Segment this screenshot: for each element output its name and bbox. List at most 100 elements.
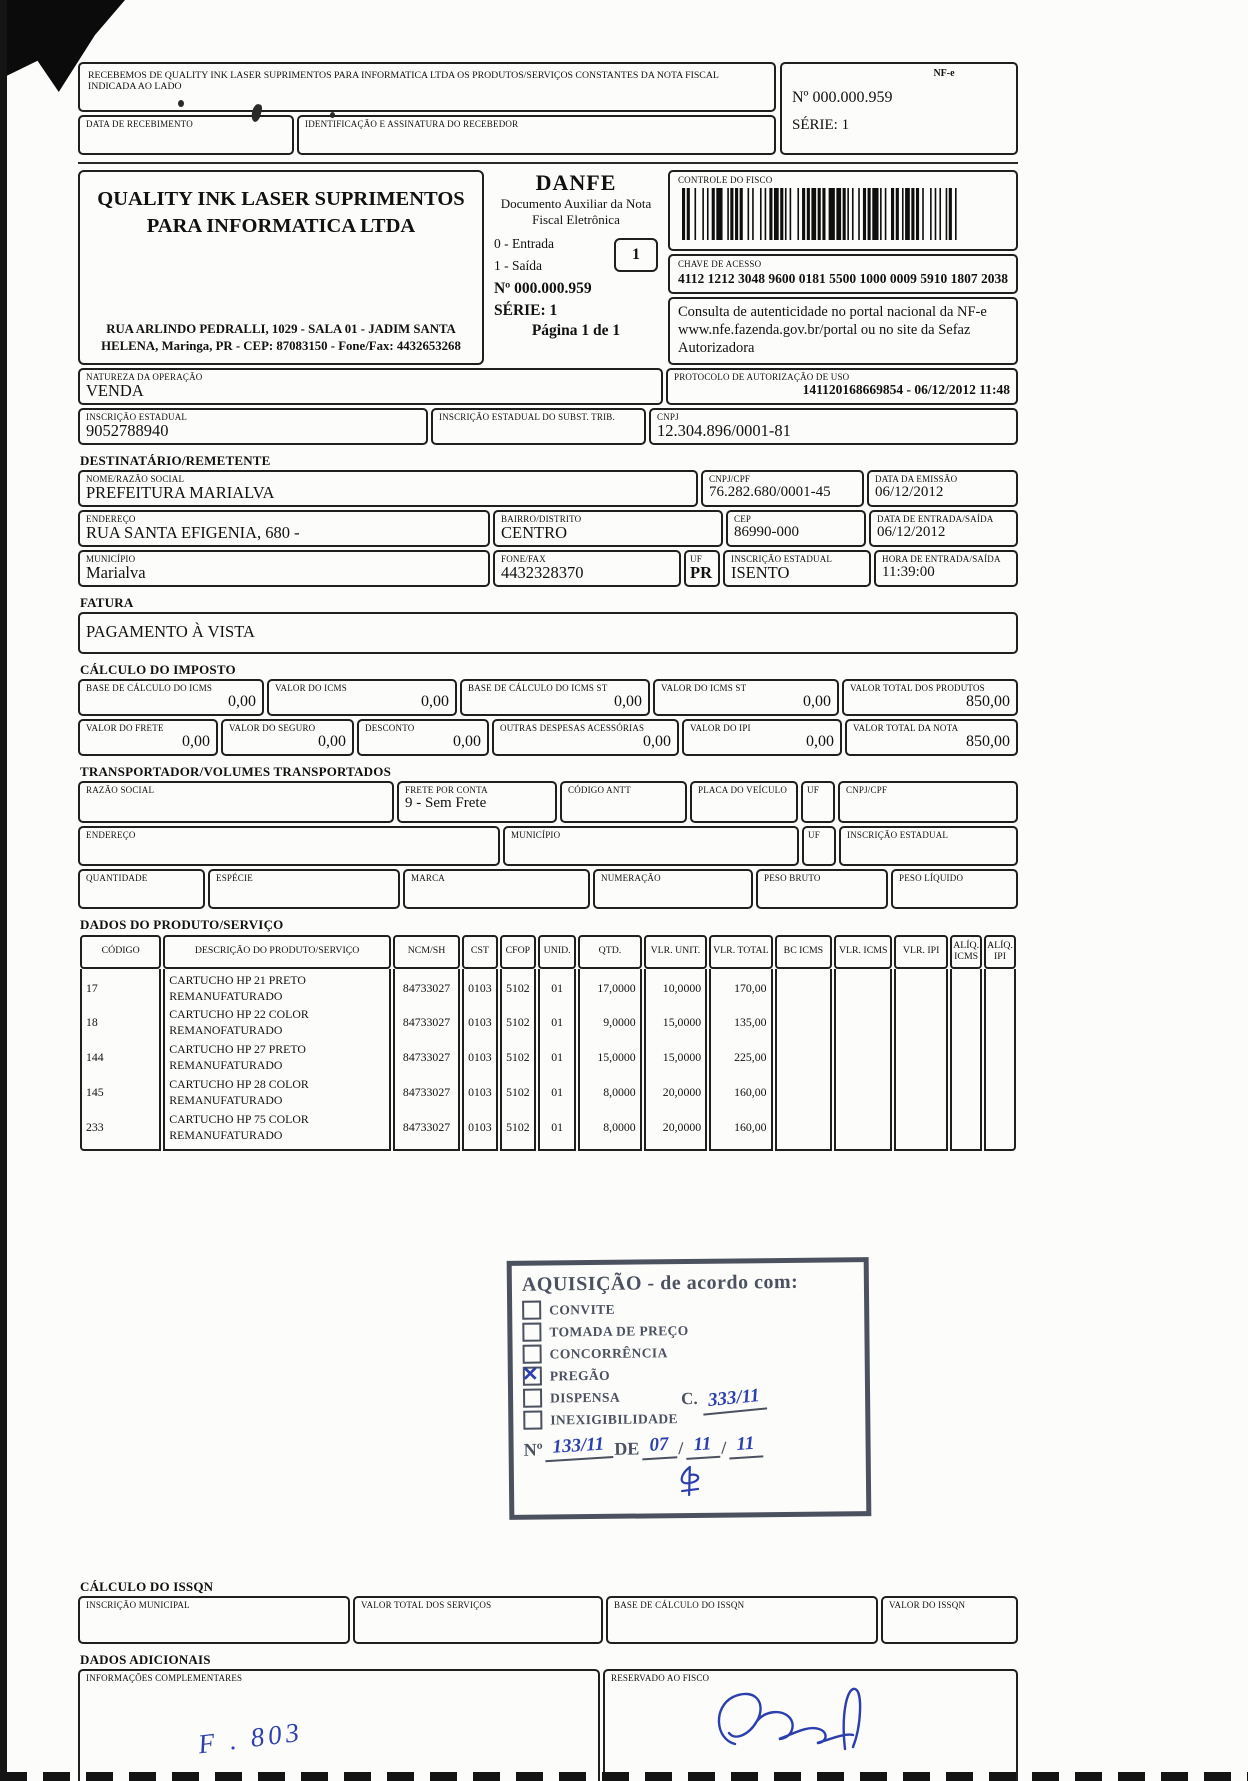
stamp-option-label: DISPENSA: [550, 1389, 621, 1405]
table-cell: [834, 1110, 893, 1151]
product-col-header: CST: [462, 935, 498, 969]
table-cell: CARTUCHO HP 21 PRETO REMANUFATURADO: [163, 968, 391, 1006]
stamp-region: AQUISIÇÃO - de acordo com: CONVITE TOMADA…: [78, 1151, 1018, 1571]
danfe-title: DANFE: [535, 170, 617, 195]
product-col-header: DESCRIÇÃO DO PRODUTO/SERVIÇO: [163, 935, 391, 969]
carrier-address-field: ENDEREÇO: [78, 826, 500, 867]
product-col-header: CÓDIGO: [80, 935, 162, 969]
table-cell: [950, 1110, 983, 1151]
table-cell: [774, 968, 833, 1006]
recipient-uf-field: UF PR: [684, 550, 720, 588]
table-cell: [834, 968, 893, 1006]
entry-date-field: DATA DE ENTRADA/SAÍDA 06/12/2012: [869, 510, 1018, 548]
product-col-header: NCM/SH: [392, 935, 461, 969]
checkbox-checked-icon: ✕: [522, 1363, 542, 1386]
issuer-name: QUALITY INK LASER SUPRIMENTOS PARA INFOR…: [97, 188, 465, 237]
table-cell: 233: [80, 1110, 162, 1151]
volume-numbering-field: NUMERAÇÃO: [593, 869, 753, 910]
fisco-control-box: CONTROLE DO FISCO: [667, 170, 1018, 252]
gross-weight-field: PESO BRUTO: [756, 869, 888, 910]
icms-st-value-field: VALOR DO ICMS ST 0,00: [653, 679, 839, 717]
municipal-registration-field: INSCRIÇÃO MUNICIPAL: [78, 1595, 350, 1644]
antt-code-field: CÓDIGO ANTT: [560, 781, 687, 824]
check-x-mark: ✕: [521, 1363, 540, 1386]
carrier-section-title: TRANSPORTADOR/VOLUMES TRANSPORTADOS: [80, 764, 392, 780]
table-cell: 0103: [462, 1040, 498, 1076]
product-col-header: QTD.: [578, 935, 642, 969]
invoice-section-title: FATURA: [80, 595, 134, 611]
carrier-uf2-field: UF: [802, 826, 836, 867]
table-cell: 17,0000: [578, 968, 642, 1006]
product-col-header: VLR. TOTAL: [709, 935, 773, 969]
table-cell: 01: [538, 968, 577, 1006]
table-cell: [894, 1110, 949, 1151]
product-col-header: VLR. UNIT.: [643, 935, 708, 969]
table-cell: [834, 1040, 893, 1076]
table-cell: [950, 1040, 983, 1076]
table-cell: [774, 1040, 833, 1076]
handwritten-process-number: 133/11: [543, 1432, 614, 1463]
product-col-header: BC ICMS: [774, 935, 833, 969]
table-cell: 84733027: [392, 1075, 461, 1111]
entry-exit-legend: 0 - Entrada 1 - Saída: [493, 236, 554, 273]
table-row: 18 CARTUCHO HP 22 COLOR REMANOFATURADO 847…: [80, 1005, 1016, 1041]
volume-species-field: ESPÉCIE: [208, 869, 400, 910]
handwritten-note: F . 803: [196, 1716, 305, 1760]
product-table: CÓDIGO DESCRIÇÃO DO PRODUTO/SERVIÇO NCM/SH…: [78, 935, 1018, 1151]
table-cell: [894, 968, 949, 1006]
danfe-title-block: DANFE Documento Auxiliar da Nota Fiscal …: [488, 170, 664, 365]
table-cell: [950, 1005, 983, 1041]
table-cell: [834, 1005, 893, 1041]
table-cell: [984, 968, 1016, 1006]
table-cell: [984, 1075, 1016, 1111]
entry-time-field: HORA DE ENTRADA/SAÍDA 11:39:00: [874, 550, 1018, 588]
subst-trib-registration-field: INSCRIÇÃO ESTADUAL DO SUBST. TRIB.: [431, 408, 646, 446]
icms-st-base-field: BASE DE CÁLCULO DO ICMS ST 0,00: [460, 679, 650, 717]
issqn-value-field: VALOR DO ISSQN: [881, 1595, 1018, 1644]
product-col-header: VLR. IPI: [894, 935, 949, 969]
table-cell: 145: [80, 1075, 162, 1111]
table-cell: 84733027: [392, 1110, 461, 1151]
table-cell: [894, 1040, 949, 1076]
payment-terms-field: PAGAMENTO À VISTA: [78, 612, 1018, 655]
stamp-ink-mark: [680, 1465, 700, 1496]
volume-quantity-field: QUANTIDADE: [78, 869, 205, 910]
freight-value-field: VALOR DO FRETE 0,00: [78, 719, 218, 757]
stamp-option-label: INEXIGIBILIDADE: [550, 1410, 678, 1427]
access-key-box: CHAVE DE ACESSO 4112 1212 3048 9600 0181…: [667, 254, 1018, 294]
product-col-header: ALÍQ. ICMS: [950, 935, 983, 969]
table-cell: [894, 1005, 949, 1041]
table-cell: [950, 1075, 983, 1111]
table-cell: 9,0000: [578, 1005, 642, 1041]
operation-nature-field: NATUREZA DA OPERAÇÃO VENDA: [78, 368, 663, 406]
recipient-district-field: BAIRRO/DISTRITO CENTRO: [493, 510, 723, 548]
table-cell: CARTUCHO HP 75 COLOR REMANUFATURADO: [163, 1110, 391, 1151]
tax-section-title: CÁLCULO DO IMPOSTO: [80, 662, 236, 678]
product-col-header: ALÍQ. IPI: [984, 935, 1016, 969]
stamp-option: TOMADA DE PREÇO: [522, 1319, 854, 1342]
reserved-to-fisco-field: RESERVADO AO FISCO: [603, 1668, 1018, 1781]
invoice-total-field: VALOR TOTAL DA NOTA 850,00: [845, 719, 1018, 757]
operation-type-box: 1: [613, 237, 658, 272]
product-table-header-row: CÓDIGO DESCRIÇÃO DO PRODUTO/SERVIÇO NCM/SH…: [80, 935, 1016, 969]
table-cell: 5102: [499, 1110, 537, 1151]
recipient-address-field: ENDEREÇO RUA SANTA EFIGENIA, 680 -: [78, 510, 490, 548]
barcode: [681, 188, 1004, 241]
table-cell: 8,0000: [578, 1110, 642, 1151]
scan-bottom-edge: [0, 1772, 1248, 1781]
stamp-option-label: CONVITE: [549, 1301, 616, 1317]
product-col-header: UNID.: [538, 935, 577, 969]
table-cell: 0103: [462, 1075, 498, 1111]
cnpj-field: CNPJ 12.304.896/0001-81: [649, 408, 1018, 446]
issqn-section-title: CÁLCULO DO ISSQN: [80, 1578, 214, 1594]
recipient-ie-field: INSCRIÇÃO ESTADUAL ISENTO: [723, 550, 871, 588]
table-cell: 10,0000: [643, 968, 708, 1006]
authorization-protocol-field: PROTOCOLO DE AUTORIZAÇÃO DE USO 14112016…: [666, 368, 1018, 406]
carrier-city-field: MUNICÍPIO: [503, 826, 799, 867]
table-cell: 20,0000: [643, 1075, 708, 1111]
insurance-value-field: VALOR DO SEGURO 0,00: [221, 719, 354, 757]
table-cell: 0103: [462, 1005, 498, 1041]
table-cell: 160,00: [709, 1110, 773, 1151]
issuer-address: RUA ARLINDO PEDRALLI, 1029 - SALA 01 - J…: [101, 321, 461, 353]
table-cell: 01: [538, 1110, 577, 1151]
